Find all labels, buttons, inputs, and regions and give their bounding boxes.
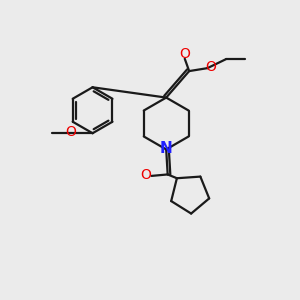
Text: O: O [65, 125, 76, 139]
Text: O: O [141, 168, 152, 182]
Text: N: N [160, 141, 172, 156]
Text: O: O [206, 60, 216, 74]
Text: O: O [179, 47, 190, 61]
